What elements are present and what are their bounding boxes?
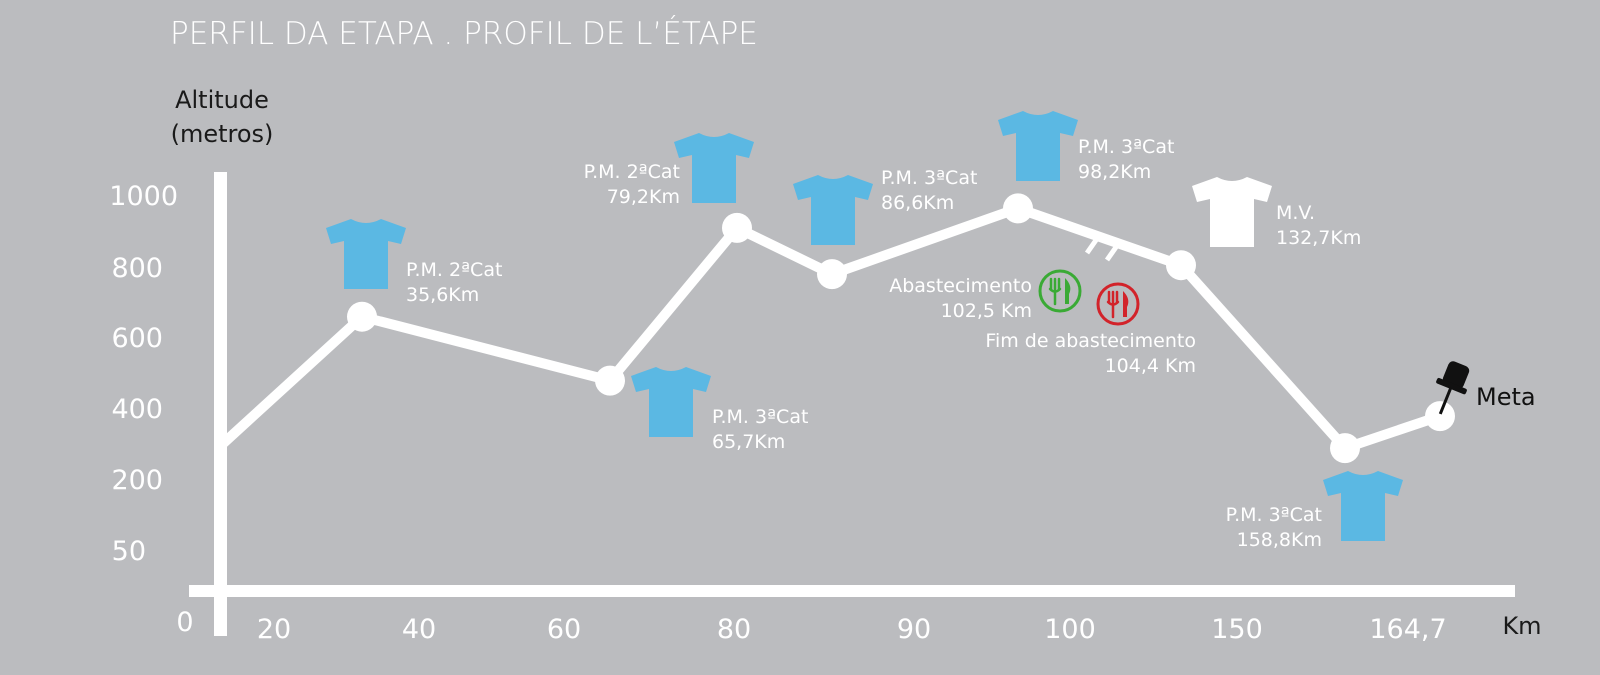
profile-point xyxy=(1166,250,1196,281)
profile-point xyxy=(722,212,752,243)
profile-points xyxy=(347,193,1455,464)
x-tick-label: 164,7 xyxy=(1369,614,1446,645)
y-tick-label: 1000 xyxy=(109,181,178,212)
x-tick-label: 0 xyxy=(176,607,193,638)
chart-title: PERFIL DA ETAPA . PROFIL DE L’ÉTAPE xyxy=(170,16,758,52)
x-axis-line xyxy=(189,585,1515,597)
climb-km-label: 79,2Km xyxy=(607,186,680,208)
x-tick-label: 40 xyxy=(402,614,436,645)
y-tick-label: 200 xyxy=(111,465,163,496)
x-axis-unit-label: Km xyxy=(1502,612,1541,640)
profile-point xyxy=(595,365,625,396)
profile-point xyxy=(1330,433,1360,464)
feed-end-fork-knife-icon xyxy=(1096,282,1140,326)
sprint-label: M.V. xyxy=(1276,202,1315,224)
y-tick-label: 400 xyxy=(111,394,163,425)
y-axis-label-line-1: Altitude xyxy=(175,86,269,114)
profile-point xyxy=(1425,401,1455,432)
climb-label: P.M. 3ªCat xyxy=(712,406,808,428)
climb-label: P.M. 3ªCat xyxy=(881,167,977,189)
climb-jersey-icon xyxy=(1323,471,1403,541)
y-tick-label: 800 xyxy=(111,253,163,284)
climb-km-label: 98,2Km xyxy=(1078,161,1151,183)
climb-km-label: 65,7Km xyxy=(712,431,785,453)
x-tick-label: 60 xyxy=(547,614,581,645)
route-break-mark xyxy=(1104,238,1124,262)
feed-end-km-label: 104,4 Km xyxy=(1105,355,1196,377)
sprint-jersey-icon xyxy=(1192,177,1272,247)
profile-point xyxy=(347,301,377,332)
climb-jersey-icon xyxy=(793,175,873,245)
climb-km-label: 35,6Km xyxy=(406,284,479,306)
route-break-mark xyxy=(1084,231,1104,255)
finish-label: Meta xyxy=(1476,383,1536,411)
feed-start-label: Abastecimento xyxy=(889,275,1032,297)
climb-label: P.M. 2ªCat xyxy=(584,161,680,183)
y-axis-line xyxy=(214,172,227,636)
sprint-km-label: 132,7Km xyxy=(1276,227,1361,249)
climb-label: P.M. 2ªCat xyxy=(406,259,502,281)
climb-label: P.M. 3ªCat xyxy=(1078,136,1174,158)
profile-point xyxy=(1003,193,1033,224)
x-tick-label: 150 xyxy=(1211,614,1263,645)
feed-end-label: Fim de abastecimento xyxy=(985,330,1196,352)
climb-km-label: 158,8Km xyxy=(1237,529,1322,551)
climb-label: P.M. 3ªCat xyxy=(1226,504,1322,526)
finish-pushpin-icon xyxy=(1436,361,1470,415)
x-tick-label: 80 xyxy=(717,614,751,645)
climb-km-label: 86,6Km xyxy=(881,192,954,214)
y-tick-label: 600 xyxy=(111,323,163,354)
x-tick-label: 100 xyxy=(1044,614,1096,645)
climb-jersey-icon xyxy=(674,133,754,203)
climb-jersey-icon xyxy=(631,367,711,437)
climb-jersey-icon xyxy=(326,219,406,289)
feed-start-fork-knife-icon xyxy=(1038,269,1082,313)
climb-jersey-icon xyxy=(998,111,1078,181)
profile-point xyxy=(817,259,847,290)
x-tick-label: 90 xyxy=(897,614,931,645)
y-axis-label-line-2: (metros) xyxy=(171,120,274,148)
feed-start-km-label: 102,5 Km xyxy=(941,300,1032,322)
y-tick-label: 50 xyxy=(112,536,146,567)
x-tick-label: 20 xyxy=(257,614,291,645)
